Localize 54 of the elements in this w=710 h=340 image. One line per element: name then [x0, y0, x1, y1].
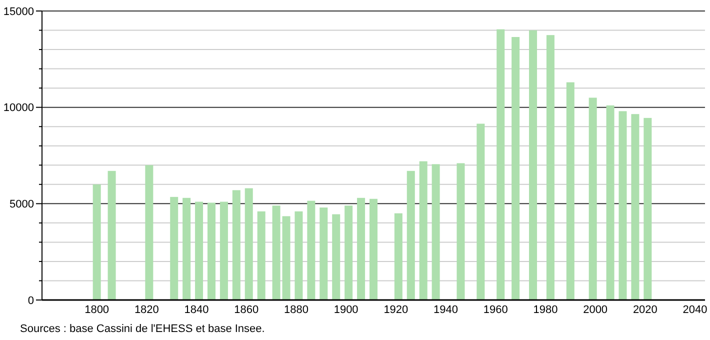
bar	[108, 170, 116, 300]
bar	[476, 124, 485, 300]
x-tick-label: 1960	[483, 304, 508, 316]
x-tick-label: 1880	[284, 304, 308, 316]
bar	[294, 211, 303, 300]
bar	[432, 164, 440, 300]
bar	[419, 161, 428, 300]
y-tick-label: 15000	[3, 6, 34, 18]
bar	[370, 198, 378, 300]
bar	[357, 198, 366, 300]
source-note: Sources : base Cassini de l'EHESS et base Insee.	[20, 323, 265, 335]
y-tick-label: 5000	[10, 198, 34, 211]
bar	[257, 211, 266, 300]
bar	[618, 111, 627, 300]
bar	[145, 165, 154, 300]
bar	[496, 29, 505, 300]
bar	[394, 213, 402, 300]
bar	[644, 118, 652, 300]
x-tick-label: 1860	[234, 304, 259, 316]
y-tick-label: 10000	[3, 102, 34, 114]
bar	[182, 198, 191, 300]
bar	[244, 188, 253, 300]
bar	[320, 208, 328, 300]
bar	[307, 200, 316, 300]
bar	[606, 105, 614, 300]
bar	[512, 37, 520, 300]
bar	[195, 202, 204, 300]
x-tick-label: 2040	[682, 304, 708, 316]
bar	[631, 114, 640, 300]
x-tick-label: 1940	[434, 304, 458, 316]
x-tick-label: 2020	[632, 304, 658, 316]
bar	[232, 190, 240, 300]
x-tick-label: 1840	[184, 304, 209, 316]
bar	[456, 163, 465, 300]
bar	[282, 216, 290, 300]
bar	[588, 98, 597, 300]
bar	[170, 196, 178, 300]
x-tick-label: 1980	[533, 304, 558, 316]
x-tick-label: 1900	[334, 304, 358, 316]
bar	[92, 184, 101, 300]
x-tick-label: 2000	[583, 304, 608, 316]
x-tick-label: 1920	[384, 304, 408, 316]
y-tick-label: 0	[28, 294, 34, 307]
bar	[529, 30, 538, 300]
bar	[344, 206, 353, 300]
bar	[272, 206, 280, 300]
x-tick-label: 1800	[84, 304, 110, 316]
bar	[332, 214, 340, 300]
bar	[207, 202, 216, 300]
x-tick-label: 1820	[134, 304, 159, 316]
bar	[566, 82, 574, 300]
bar	[546, 35, 554, 300]
bar	[406, 170, 415, 300]
bar	[220, 202, 228, 300]
